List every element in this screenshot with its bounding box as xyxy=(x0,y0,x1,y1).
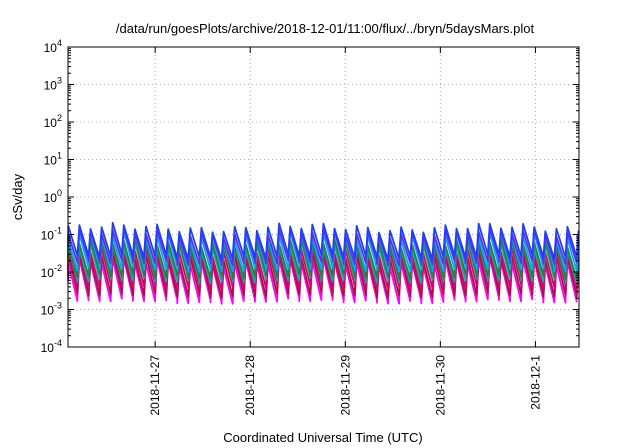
y-tick-label: 104 xyxy=(44,38,62,55)
y-axis-label: cSv/day xyxy=(10,173,25,220)
series-line xyxy=(67,240,580,285)
y-tick-label: 10-2 xyxy=(41,263,62,280)
x-tick-label: 2018-11-28 xyxy=(243,355,257,416)
y-tick-label: 102 xyxy=(44,113,62,130)
x-tick-label: 2018-11-29 xyxy=(338,355,352,416)
x-tick-label: 2018-11-27 xyxy=(148,355,162,416)
y-axis: 10-4 10-3 10-2 10-1 100 101 102 103 104 xyxy=(41,38,579,355)
y-tick-label: 101 xyxy=(44,151,62,168)
chart-title: /data/run/goesPlots/archive/2018-12-01/1… xyxy=(116,21,535,36)
series-group xyxy=(67,221,580,305)
grid xyxy=(68,47,579,347)
y-tick-label: 10-3 xyxy=(41,301,62,318)
y-tick-label: 10-1 xyxy=(41,226,62,243)
x-axis-label: Coordinated Universal Time (UTC) xyxy=(223,430,422,445)
x-tick-label: 2018-11-30 xyxy=(433,355,447,416)
y-tick-label: 103 xyxy=(44,76,62,93)
y-tick-label: 10-4 xyxy=(41,338,62,355)
series-line xyxy=(67,221,580,261)
x-tick-label: 2018-12-1 xyxy=(528,355,542,410)
x-axis: 2018-11-27 2018-11-28 2018-11-29 2018-11-30… xyxy=(148,47,542,416)
y-tick-label: 100 xyxy=(44,188,62,205)
